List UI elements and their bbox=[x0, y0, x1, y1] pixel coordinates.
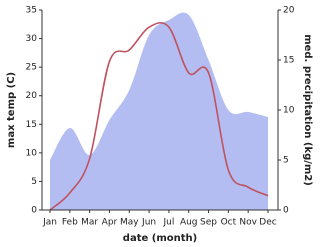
x-tick-label: Jan bbox=[42, 218, 57, 228]
y2-tick-label: 5 bbox=[283, 156, 289, 166]
x-tick-label: Feb bbox=[62, 218, 78, 228]
x-tick-label: Jun bbox=[141, 218, 156, 228]
y-tick-label: 10 bbox=[26, 148, 38, 158]
x-tick-label: Jul bbox=[162, 218, 174, 228]
y-tick-label: 15 bbox=[26, 120, 37, 130]
x-tick-label: Oct bbox=[221, 218, 237, 228]
y-tick-label: 25 bbox=[26, 63, 37, 73]
y2-tick-label: 15 bbox=[283, 56, 294, 66]
y2-tick-label: 10 bbox=[283, 106, 295, 116]
x-tick-label: Mar bbox=[81, 218, 98, 228]
y-tick-label: 0 bbox=[31, 206, 37, 216]
y-axis-title: max temp (C) bbox=[6, 72, 17, 148]
x-tick-label: May bbox=[120, 218, 139, 228]
y2-tick-label: 20 bbox=[283, 6, 295, 16]
x-tick-label: Aug bbox=[180, 218, 198, 228]
y-tick-label: 35 bbox=[26, 6, 37, 16]
y-tick-label: 30 bbox=[26, 34, 38, 44]
y2-axis-title: med. precipitation (kg/m2) bbox=[302, 34, 313, 186]
y-tick-label: 5 bbox=[31, 177, 37, 187]
x-tick-label: Dec bbox=[259, 218, 276, 228]
y2-tick-label: 0 bbox=[283, 206, 289, 216]
x-tick-label: Apr bbox=[102, 218, 118, 228]
x-axis-title: date (month) bbox=[123, 233, 197, 244]
y-tick-label: 20 bbox=[26, 91, 38, 101]
x-tick-label: Nov bbox=[239, 218, 257, 228]
precipitation-area bbox=[50, 12, 268, 211]
temp-line bbox=[49, 21, 269, 211]
x-tick-label: Sep bbox=[200, 218, 217, 228]
